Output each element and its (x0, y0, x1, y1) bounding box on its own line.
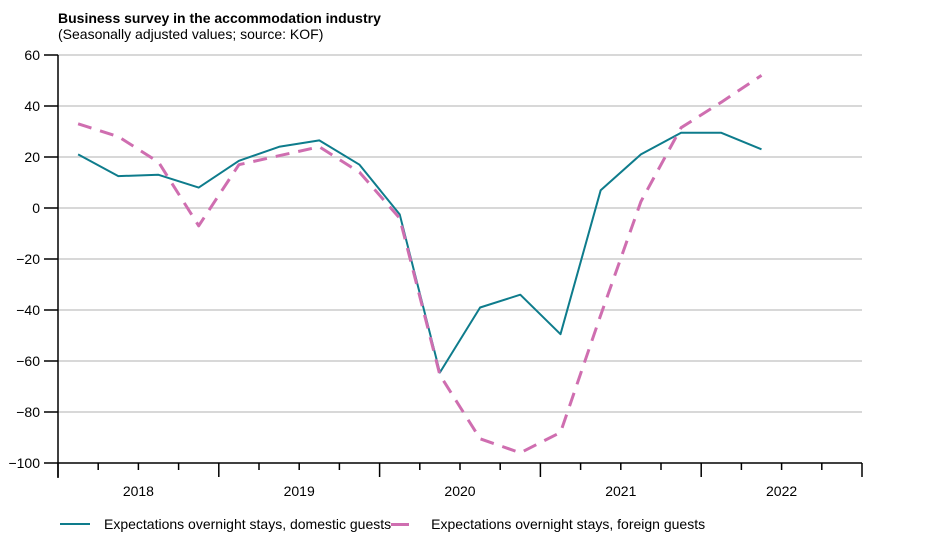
y-tick-label: 40 (24, 98, 40, 114)
legend-label-foreign: Expectations overnight stays, foreign gu… (431, 516, 706, 532)
y-tick-label: −20 (16, 251, 40, 267)
y-tick-label: 60 (24, 47, 40, 63)
y-tick-label: −80 (16, 404, 40, 420)
legend-item-foreign: Expectations overnight stays, foreign gu… (391, 516, 705, 532)
y-tick-label: 20 (24, 149, 40, 165)
legend-item-domestic: Expectations overnight stays, domestic g… (60, 516, 391, 532)
chart-title: Business survey in the accommodation ind… (58, 10, 381, 26)
x-tick-label: 2018 (123, 483, 154, 499)
legend-label-domestic: Expectations overnight stays, domestic g… (104, 516, 392, 532)
x-tick-label: 2021 (605, 483, 636, 499)
chart-subtitle: (Seasonally adjusted values; source: KOF… (58, 26, 324, 42)
legend: Expectations overnight stays, domestic g… (60, 516, 705, 532)
x-tick-label: 2020 (444, 483, 475, 499)
y-tick-label: −100 (8, 455, 40, 471)
legend-swatch-foreign (391, 522, 410, 526)
x-tick-label: 2022 (766, 483, 797, 499)
y-tick-label: 0 (32, 200, 40, 216)
y-tick-label: −60 (16, 353, 40, 369)
y-tick-label: −40 (16, 302, 40, 318)
series-line-foreign (77, 74, 763, 455)
x-tick-label: 2019 (284, 483, 315, 499)
legend-swatch-domestic (60, 523, 90, 525)
